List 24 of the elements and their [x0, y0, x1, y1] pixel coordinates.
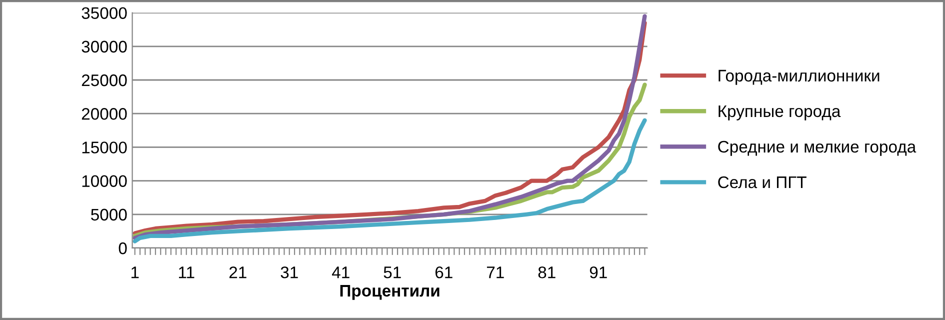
x-tick-label: 21 — [229, 266, 246, 278]
x-tick-label: 61 — [435, 266, 452, 278]
legend-label: Села и ПГТ — [718, 176, 806, 188]
y-tick-label: 25000 — [82, 74, 127, 86]
x-tick-label: 91 — [590, 266, 607, 278]
y-tick-label: 0 — [118, 242, 127, 254]
legend-label: Города-миллионники — [718, 70, 880, 85]
y-tick-label: 20000 — [82, 108, 127, 120]
x-tick-label: 71 — [486, 266, 504, 278]
y-tick-label: 35000 — [82, 7, 127, 20]
x-tick-label: 41 — [332, 266, 350, 278]
legend-label: Средние и мелкие города — [718, 140, 916, 156]
y-tick-label: 5000 — [91, 208, 127, 221]
legend-label: Крупные города — [718, 105, 841, 120]
x-axis-title: Процентили — [340, 284, 440, 300]
x-tick-label: 81 — [538, 266, 556, 278]
x-tick-label: 51 — [384, 266, 401, 278]
x-tick-label: 31 — [280, 266, 298, 278]
y-tick-label: 10000 — [82, 175, 127, 188]
x-tick-label: 1 — [132, 266, 139, 278]
y-tick-label: 15000 — [82, 142, 127, 154]
x-tick-label: 11 — [178, 266, 194, 278]
line-series — [132, 118, 647, 244]
y-tick-label: 30000 — [82, 40, 127, 53]
